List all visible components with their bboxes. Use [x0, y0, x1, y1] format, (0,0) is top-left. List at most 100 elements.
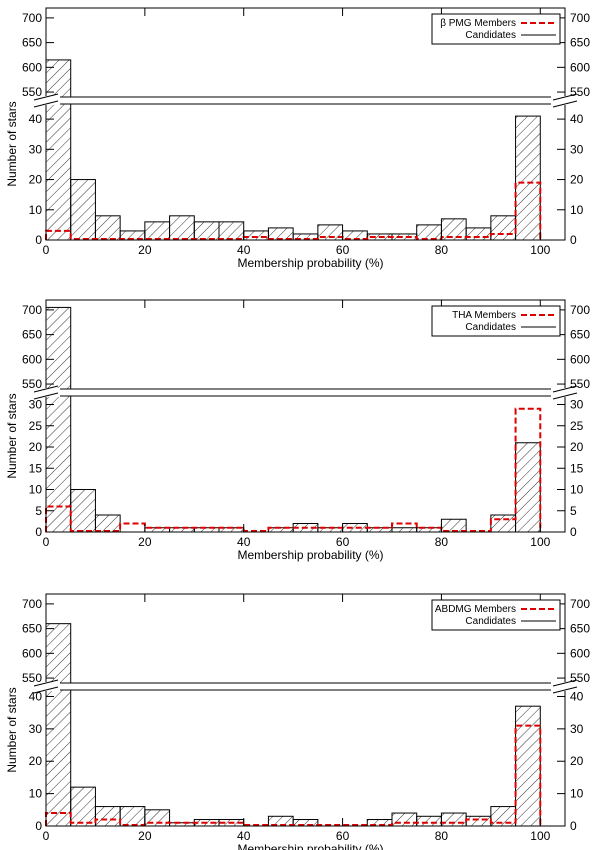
- x-tick-label: 0: [43, 535, 50, 549]
- y-tick-label-left: 0: [35, 525, 42, 539]
- y-tick-label-right: 40: [570, 689, 584, 703]
- x-tick-label: 20: [138, 243, 152, 257]
- y-tick-label-left: 20: [29, 440, 43, 454]
- candidate-bar: [515, 705, 541, 827]
- legend-candidates-label: Candidates: [465, 616, 516, 627]
- y-tick-label-left: 650: [22, 36, 42, 50]
- candidate-bar: [490, 215, 517, 241]
- candidate-bar: [218, 221, 245, 241]
- x-axis-title: Membership probability (%): [237, 256, 383, 270]
- y-tick-label-left: 10: [29, 483, 43, 497]
- x-tick-label: 80: [435, 829, 449, 843]
- y-tick-label-left: 30: [29, 722, 43, 736]
- break-mark: [552, 100, 578, 108]
- candidate-bar: [193, 527, 220, 533]
- x-tick-label: 100: [530, 829, 550, 843]
- y-tick-label-left: 600: [22, 352, 42, 366]
- candidate-bar: [70, 786, 96, 827]
- candidate-bar: [440, 218, 467, 241]
- x-tick-label: 60: [336, 535, 350, 549]
- y-tick-label-right: 30: [570, 722, 584, 736]
- y-tick-label-left: 10: [29, 203, 43, 217]
- break-mark: [33, 392, 59, 400]
- y-tick-label-left: 650: [22, 622, 42, 636]
- y-tick-label-left: 40: [29, 112, 43, 126]
- x-tick-label: 60: [336, 829, 350, 843]
- y-axis-title: Number of stars: [5, 101, 19, 186]
- y-tick-label-right: 15: [570, 461, 584, 475]
- legend-box: [431, 599, 561, 631]
- upper-plot-frame: [45, 7, 566, 98]
- legend-box: [431, 13, 561, 45]
- candidate-bar-upper: [45, 306, 72, 390]
- y-tick-label-right: 10: [570, 787, 584, 801]
- y-tick-label-left: 30: [29, 142, 43, 156]
- y-tick-label-right: 40: [570, 112, 584, 126]
- lower-plot-frame: [45, 395, 566, 533]
- y-tick-label-left: 10: [29, 787, 43, 801]
- break-mark: [33, 385, 59, 393]
- y-tick-label-left: 600: [22, 60, 42, 74]
- candidate-bar-lower: [45, 103, 72, 241]
- y-tick-label-left: 5: [35, 504, 42, 518]
- y-tick-label-right: 0: [570, 819, 577, 833]
- legend-members-label: THA Members: [452, 310, 516, 321]
- lower-plot-frame: [45, 103, 566, 241]
- candidate-bar: [416, 815, 442, 827]
- x-tick-label: 100: [530, 243, 550, 257]
- x-tick-label: 80: [435, 535, 449, 549]
- x-tick-label: 40: [237, 829, 251, 843]
- break-mark: [33, 93, 59, 101]
- y-tick-label-left: 700: [22, 597, 42, 611]
- y-tick-label-right: 600: [570, 352, 590, 366]
- y-tick-label-right: 20: [570, 440, 584, 454]
- y-tick-label-right: 25: [570, 419, 584, 433]
- y-axis-title: Number of stars: [5, 393, 19, 478]
- candidate-bar: [243, 230, 269, 241]
- y-tick-label-left: 550: [22, 85, 42, 99]
- axis-break-gap: [45, 389, 566, 396]
- candidate-bar: [490, 514, 517, 533]
- y-tick-label-right: 650: [570, 622, 590, 636]
- break-mark: [552, 385, 578, 393]
- break-mark: [552, 392, 578, 400]
- candidate-bar-lower: [45, 395, 72, 533]
- candidate-bar: [391, 233, 418, 241]
- x-tick-label: 40: [237, 243, 251, 257]
- y-tick-label-right: 0: [570, 525, 577, 539]
- y-tick-label-right: 20: [570, 173, 584, 187]
- members-step-line: [45, 407, 542, 532]
- candidate-bar-lower: [45, 689, 72, 827]
- y-tick-label-right: 10: [570, 483, 584, 497]
- break-mark: [552, 93, 578, 101]
- y-tick-label-left: 700: [22, 11, 42, 25]
- y-tick-label-left: 650: [22, 328, 42, 342]
- y-tick-label-left: 15: [29, 461, 43, 475]
- legend-candidates-label: Candidates: [465, 30, 516, 41]
- break-mark-gap: [32, 682, 60, 691]
- candidate-bar: [391, 527, 418, 533]
- y-tick-label-right: 550: [570, 85, 590, 99]
- y-tick-label-left: 0: [35, 233, 42, 247]
- candidate-bar: [94, 514, 121, 533]
- axis-break-gap: [45, 683, 566, 690]
- x-tick-label: 60: [336, 243, 350, 257]
- y-tick-label-right: 550: [570, 377, 590, 391]
- break-mark: [552, 686, 578, 694]
- lower-plot-frame: [45, 689, 566, 827]
- x-axis-title: Membership probability (%): [237, 548, 383, 562]
- y-tick-label-right: 700: [570, 303, 590, 317]
- axis-break-gap: [45, 97, 566, 104]
- y-tick-label-right: 700: [570, 597, 590, 611]
- upper-plot-frame: [45, 299, 566, 390]
- y-tick-label-left: 600: [22, 646, 42, 660]
- break-mark: [33, 100, 59, 108]
- upper-plot-frame: [45, 593, 566, 684]
- candidate-bar: [169, 215, 195, 241]
- x-tick-label: 20: [138, 535, 152, 549]
- y-tick-label-right: 30: [570, 142, 584, 156]
